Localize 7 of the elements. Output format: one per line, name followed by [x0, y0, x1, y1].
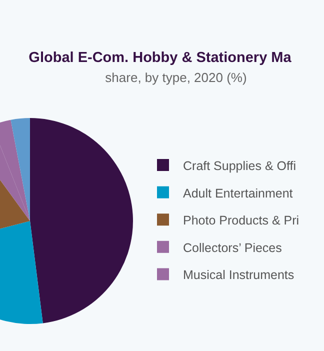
legend-label: Photo Products & Pri — [183, 214, 300, 228]
legend-label: Adult Entertainment — [183, 186, 294, 200]
chart-title: Global E-Com. Hobby & Stationery Ma — [28, 50, 292, 66]
legend-label: Collectors’ Pieces — [183, 240, 282, 255]
chart-subtitle: share, by type, 2020 (%) — [105, 70, 247, 85]
legend-label: Musical Instruments — [183, 268, 294, 282]
legend-label: Craft Supplies & Offi — [183, 159, 296, 173]
